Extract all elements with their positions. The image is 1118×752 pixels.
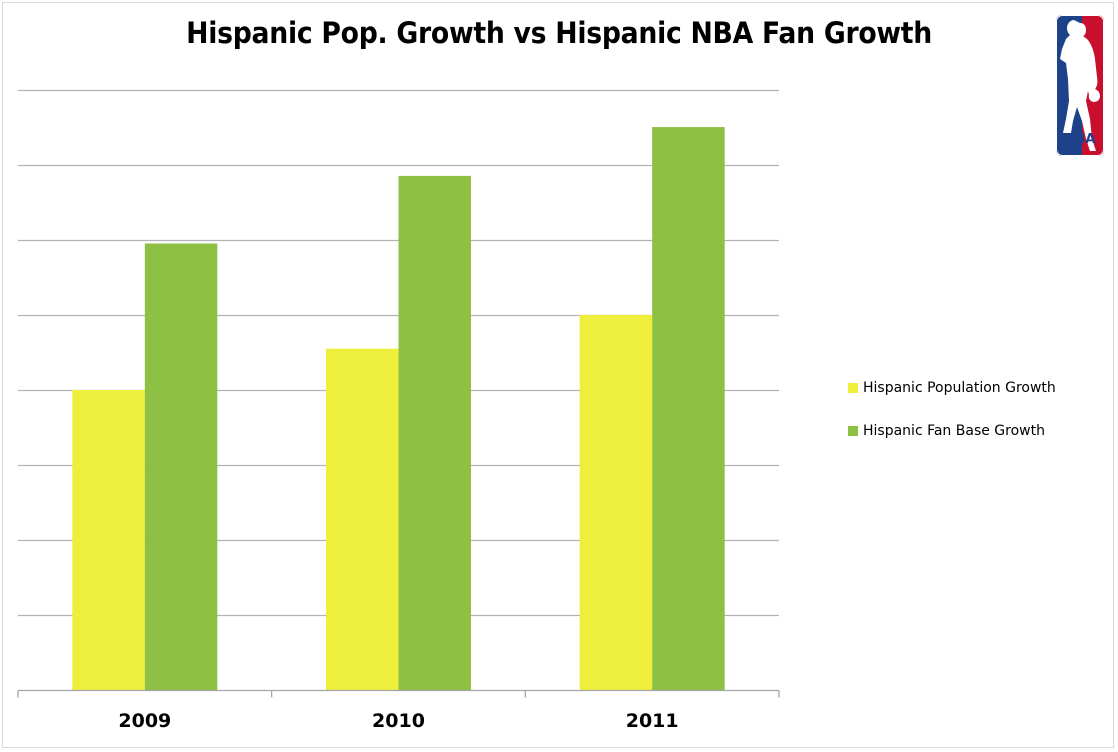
x-tick-label: 2010 [372,710,425,732]
x-axis [17,689,780,698]
legend-item-population: Hispanic Population Growth [848,378,1056,398]
bar-hispanic-fan-base-growth-2009 [144,243,218,691]
bar-hispanic-population-growth-2011 [579,314,653,691]
x-tick-label: 2011 [626,710,679,732]
bar-hispanic-population-growth-2009 [72,390,145,691]
bar-hispanic-fan-base-growth-2010 [398,175,471,691]
x-tick-label: 2009 [118,710,171,732]
bar-hispanic-fan-base-growth-2011 [652,127,725,691]
chart-title: Hispanic Pop. Growth vs Hispanic NBA Fan… [186,16,932,50]
legend-swatch-fan-base [848,426,858,436]
legend-item-fan-base: Hispanic Fan Base Growth [848,421,1056,441]
legend: Hispanic Population Growth Hispanic Fan … [848,378,1056,464]
bar-hispanic-population-growth-2010 [326,348,399,691]
nba-logo-text: NBA [1065,132,1096,147]
nba-logo-icon: NBA [1056,15,1104,156]
bars [72,127,725,691]
legend-label-population: Hispanic Population Growth [863,380,1056,396]
x-tick-labels: 2009 2010 2011 [118,710,678,732]
legend-label-fan-base: Hispanic Fan Base Growth [863,423,1045,439]
legend-swatch-population [848,383,858,393]
